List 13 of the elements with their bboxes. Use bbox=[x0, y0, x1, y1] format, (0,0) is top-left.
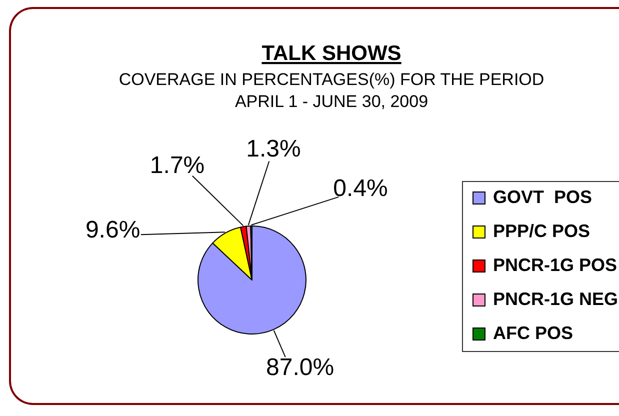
data-label: 87.0% bbox=[266, 354, 334, 381]
legend-label: PNCR-1G POS bbox=[492, 255, 618, 275]
legend-label: PPP/C POS bbox=[492, 221, 590, 241]
legend-label: AFC POS bbox=[492, 323, 573, 343]
legend-label: GOVT POS bbox=[492, 187, 592, 207]
chart-title: TALK SHOWS bbox=[262, 42, 402, 65]
legend-label: PNCR-1G NEG bbox=[492, 289, 618, 309]
data-label: 0.4% bbox=[333, 174, 388, 202]
data-label: 1.7% bbox=[150, 152, 205, 179]
data-label: 9.6% bbox=[85, 216, 140, 244]
chart-subtitle: COVERAGE IN PERCENTAGES(%) FOR THE PERIOD APRIL 1 - JUNE 30, 2009 bbox=[118, 70, 544, 111]
data-label: 1.3% bbox=[246, 136, 301, 163]
pie-slice bbox=[198, 226, 306, 334]
